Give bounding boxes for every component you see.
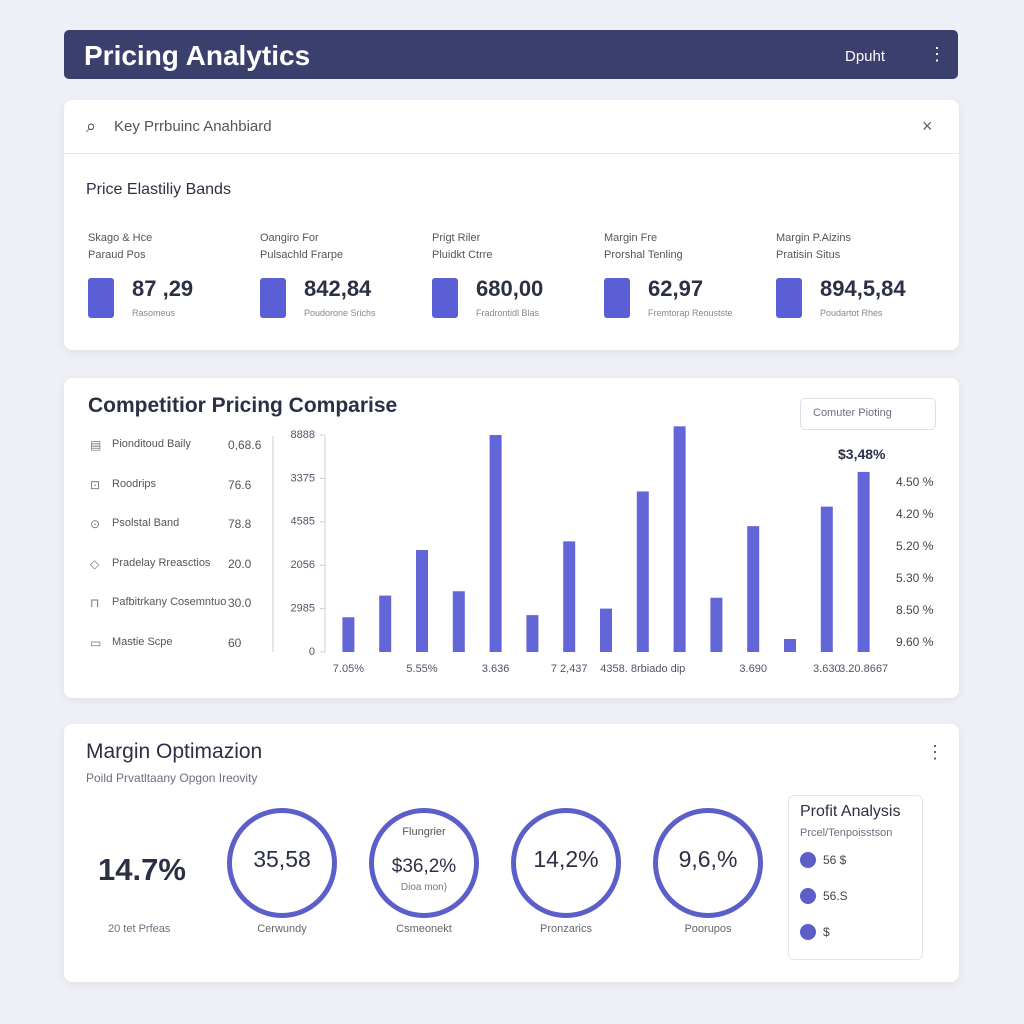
section-title: Margin Optimazion bbox=[86, 740, 263, 763]
ring-value: 14,2% bbox=[533, 846, 599, 872]
legend-item[interactable]: Pafbitrkany Cosemntuo bbox=[112, 596, 227, 608]
item-label: Paraud Pos bbox=[88, 249, 146, 261]
search-input[interactable]: Key Prrbuinc Anahbiard bbox=[114, 118, 272, 135]
search-close[interactable]: × bbox=[922, 116, 933, 136]
ring bbox=[227, 808, 337, 918]
profit-dot bbox=[800, 852, 816, 868]
competitor-card bbox=[64, 378, 959, 698]
ring-caption: Pronzarics bbox=[540, 923, 592, 935]
right-label: 5.20 % bbox=[896, 539, 934, 553]
legend-icon: ⊓ bbox=[90, 596, 100, 610]
section-title: Competitior Pricing Comparise bbox=[88, 394, 398, 417]
ring bbox=[369, 808, 479, 918]
item-icon bbox=[604, 278, 630, 318]
ring-bottom: Dioa mon) bbox=[400, 882, 448, 893]
item-caption: Poudorone Srichs bbox=[304, 308, 376, 318]
item-caption: Fremtorap Reoustste bbox=[648, 308, 733, 318]
item-icon bbox=[260, 278, 286, 318]
profit-dot bbox=[800, 888, 816, 904]
profit-item: 56 $ bbox=[823, 853, 847, 867]
divider bbox=[64, 153, 959, 154]
item-label: Pluidkt Ctrre bbox=[432, 249, 493, 261]
ring bbox=[511, 808, 621, 918]
right-label: 4.50 % bbox=[896, 475, 934, 489]
lead-caption: 20 tet Prfeas bbox=[108, 923, 171, 935]
item-value: 62,97 bbox=[648, 276, 704, 301]
item-label: Prorshal Tenling bbox=[604, 249, 683, 261]
item-icon bbox=[432, 278, 458, 318]
item-label: Prigt Riler bbox=[432, 232, 481, 244]
legend-item[interactable]: Pionditoud Baily bbox=[112, 438, 191, 450]
right-label: 9.60 % bbox=[896, 635, 934, 649]
search-icon: ⌕ bbox=[86, 116, 97, 136]
profit-item: $ bbox=[823, 925, 830, 939]
item-caption: Fradrontidl Blas bbox=[476, 308, 540, 318]
item-caption: Rasomeus bbox=[132, 308, 176, 318]
legend-icon: ⊡ bbox=[90, 477, 101, 492]
legend-item[interactable]: Psolstal Band bbox=[112, 517, 180, 529]
profit-dot bbox=[800, 924, 816, 940]
item-icon bbox=[776, 278, 802, 318]
app-title: Pricing Analytics bbox=[84, 40, 311, 71]
profit-title: Profit Analysis bbox=[800, 803, 901, 820]
card-menu[interactable]: ⋮ bbox=[926, 742, 944, 762]
item-icon bbox=[88, 278, 114, 318]
item-label: Pulsachld Frarpe bbox=[260, 249, 344, 261]
header-action[interactable]: Dpuht bbox=[845, 48, 886, 65]
legend-value: 20.0 bbox=[228, 556, 252, 571]
item-value: 680,00 bbox=[476, 276, 544, 301]
legend-value: 0,68.6 bbox=[228, 438, 262, 452]
profit-subtitle: Prcel/Tenpoisstson bbox=[800, 827, 893, 839]
ring-value: 35,58 bbox=[253, 846, 311, 872]
ring-caption: Csmeonekt bbox=[396, 923, 452, 935]
legend-icon: ⊙ bbox=[90, 517, 101, 531]
item-label: Margin Fre bbox=[604, 232, 658, 244]
ring-top: Flungrier bbox=[402, 826, 446, 838]
legend-value: 30.0 bbox=[228, 596, 252, 610]
header-menu[interactable]: ⋮ bbox=[928, 44, 946, 64]
item-label: Margin P.Aizins bbox=[776, 232, 851, 244]
legend-value: 76.6 bbox=[228, 477, 252, 492]
dropdown-label[interactable]: Comuter Pioting bbox=[813, 407, 892, 419]
item-value: 87 ,29 bbox=[132, 276, 194, 301]
header bbox=[64, 30, 958, 79]
profit-panel bbox=[788, 795, 923, 960]
ring-caption: Poorupos bbox=[684, 923, 732, 935]
section-title: Price Elastiliy Bands bbox=[86, 181, 231, 198]
legend-value: 78.8 bbox=[228, 517, 252, 531]
legend-value: 60 bbox=[228, 635, 242, 650]
right-label: 5.30 % bbox=[896, 571, 934, 585]
legend-item[interactable]: Pradelay Rreasctios bbox=[112, 556, 211, 569]
lead-value: 14.7% bbox=[98, 852, 186, 887]
item-label: Oangiro For bbox=[260, 232, 319, 244]
section-subtitle: Poild Prvatltaany Opgon Ireovity bbox=[86, 771, 258, 785]
right-label: 8.50 % bbox=[896, 603, 934, 617]
item-value: 842,84 bbox=[304, 276, 372, 301]
ring-value: $36,2% bbox=[391, 856, 457, 877]
ring-value: 9,6,% bbox=[678, 846, 738, 872]
dropdown[interactable] bbox=[800, 398, 936, 430]
item-label: Pratisin Situs bbox=[776, 249, 841, 261]
right-label: 4.20 % bbox=[896, 507, 934, 521]
item-label: Skago & Hce bbox=[88, 232, 153, 244]
overview-card bbox=[64, 100, 959, 350]
item-caption: Poudartot Rhes bbox=[820, 308, 883, 318]
legend-icon: ◇ bbox=[90, 556, 100, 571]
legend-item[interactable]: Roodrips bbox=[112, 477, 157, 490]
legend-icon: ▭ bbox=[90, 635, 102, 650]
ring-caption: Cerwundy bbox=[257, 923, 307, 935]
annotation: $3,48% bbox=[838, 446, 886, 462]
item-value: 894,5,84 bbox=[820, 276, 906, 301]
ring bbox=[653, 808, 763, 918]
legend-icon: ▤ bbox=[90, 438, 102, 452]
profit-item: 56.S bbox=[823, 889, 848, 903]
legend-item[interactable]: Mastie Scpe bbox=[112, 635, 173, 648]
